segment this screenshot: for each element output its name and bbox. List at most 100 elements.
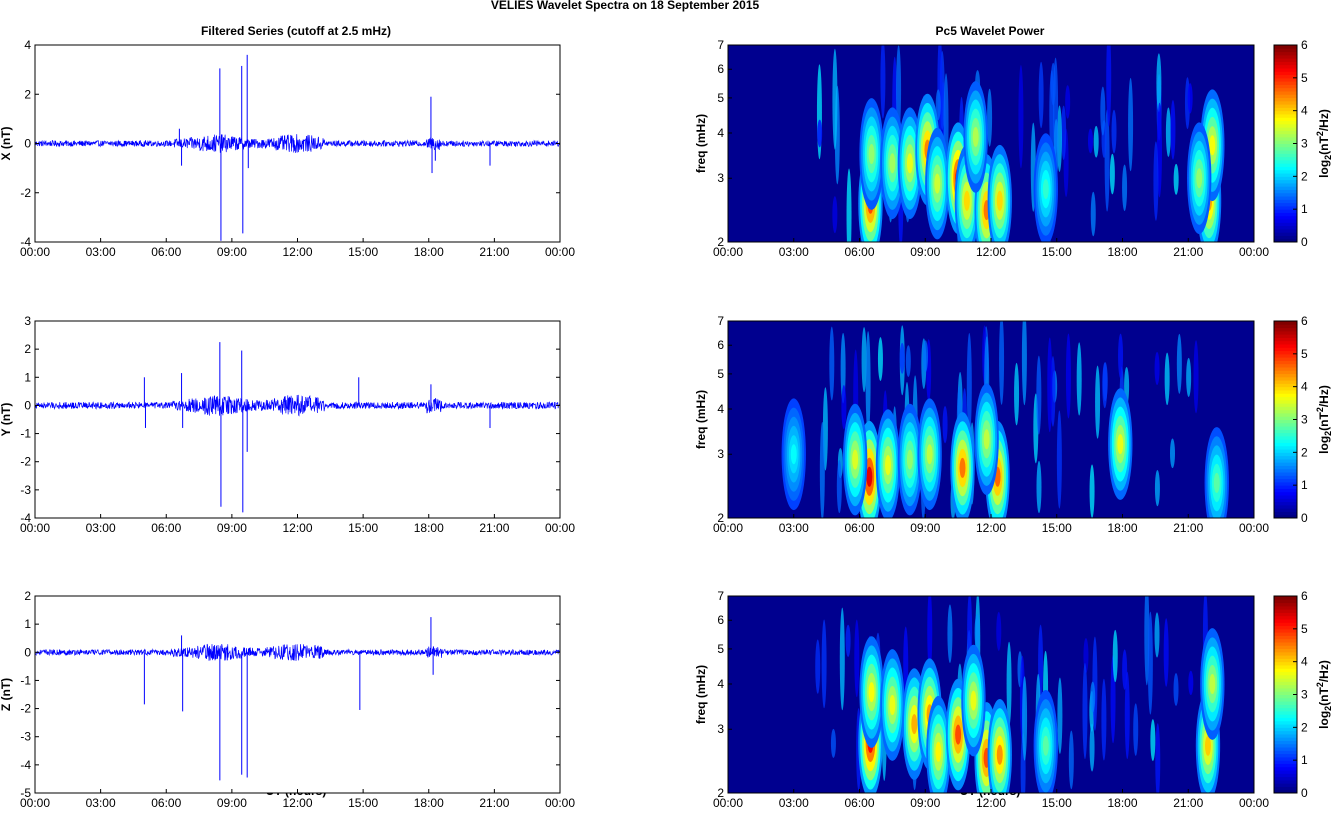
power-streak (1065, 85, 1071, 119)
colorbar-cell (1274, 337, 1297, 342)
power-streak (1021, 321, 1027, 406)
power-streak (1122, 649, 1128, 690)
colorbar-cell (1274, 596, 1297, 600)
colorbar: 6 5 4 3 2 1 0 log2(nT2/Hz) (1273, 38, 1333, 249)
colorbar-cell (1274, 445, 1297, 450)
ytick-label: -3 (20, 483, 31, 497)
colorbar-label: log2(nT2/Hz) (1315, 660, 1333, 729)
colorbar-cell (1274, 724, 1297, 728)
series-xtick-label: 06:00 (151, 796, 181, 810)
colorbar-cell (1274, 743, 1297, 748)
power-blob (868, 143, 875, 164)
spectrogram-cells (781, 321, 1229, 518)
colorbar-tick-label: 6 (1301, 589, 1308, 603)
power-streak (819, 421, 825, 518)
colorbar-cell (1274, 173, 1297, 177)
power-streak (1065, 333, 1071, 419)
colorbar-cell (1274, 671, 1297, 676)
ytick-label: 6 (717, 62, 724, 76)
colorbar-cell (1274, 127, 1297, 131)
power-streak (815, 639, 821, 694)
power-streak (1153, 141, 1159, 221)
colorbar-cell (1274, 641, 1297, 646)
colorbar-cell (1274, 511, 1297, 516)
colorbar-cell (1274, 501, 1297, 506)
colorbar-cell (1274, 432, 1297, 437)
power-streak (1154, 612, 1160, 658)
power-blob (1042, 179, 1049, 200)
ytick-label: 4 (24, 38, 31, 52)
power-blob (889, 694, 896, 715)
colorbar-cell (1274, 350, 1297, 355)
colorbar-cell (1274, 727, 1297, 732)
signal-trace (34, 394, 561, 417)
colorbar-cell (1274, 720, 1297, 725)
spectrogram-xtick-label: 09:00 (910, 245, 940, 259)
colorbar-cell (1274, 638, 1297, 643)
series-xtick-label: 00:00 (20, 521, 50, 535)
spectrogram-xtick-label: 00:00 (713, 521, 743, 535)
colorbar-cell (1274, 406, 1297, 411)
series-xtick-label: 09:00 (217, 521, 247, 535)
power-streak (996, 611, 1002, 651)
colorbar-cell (1274, 136, 1297, 141)
colorbar-cell (1274, 481, 1297, 486)
colorbar-cell (1274, 684, 1297, 689)
colorbar-cell (1274, 123, 1297, 128)
power-blob (866, 466, 873, 487)
colorbar-cell (1274, 334, 1297, 338)
spectrogram-xtick-label: 21:00 (1173, 521, 1203, 535)
power-streak (821, 619, 827, 709)
colorbar-tick-label: 5 (1301, 622, 1308, 636)
power-streak (927, 596, 933, 673)
colorbar-cell (1274, 357, 1297, 361)
series-xtick-label: 03:00 (86, 245, 116, 259)
colorbar-cell (1274, 717, 1297, 722)
series-xtick-label: 12:00 (282, 796, 312, 810)
colorbar-cell (1274, 130, 1297, 135)
power-blob (1209, 674, 1216, 695)
colorbar-cell (1274, 668, 1297, 673)
colorbar-cell (1274, 120, 1297, 125)
colorbar-cell (1274, 74, 1297, 79)
colorbar-cell (1274, 403, 1297, 407)
colorbar-cell (1274, 324, 1297, 329)
power-streak (865, 331, 871, 434)
colorbar-cell (1274, 225, 1297, 230)
colorbar-cell (1274, 327, 1297, 332)
colorbar-cell (1274, 435, 1297, 440)
power-streak (829, 326, 835, 401)
colorbar-cell (1274, 71, 1297, 76)
colorbar-tick-label: 6 (1301, 314, 1308, 328)
power-streak (974, 613, 980, 651)
colorbar-cell (1274, 773, 1297, 778)
power-streak (1186, 357, 1192, 397)
ytick-label: 2 (717, 786, 724, 800)
spectrogram-xtick-label: 06:00 (844, 245, 874, 259)
colorbar-cell (1274, 485, 1297, 489)
colorbar-cell (1274, 150, 1297, 154)
colorbar-tick-label: 5 (1301, 71, 1308, 85)
power-blob (1196, 168, 1203, 189)
power-blob (911, 714, 918, 735)
colorbar-cell (1274, 205, 1297, 210)
series-xtick-label: 09:00 (217, 796, 247, 810)
power-streak (1170, 100, 1176, 160)
power-blob (972, 126, 979, 147)
colorbar-tick-label: 6 (1301, 38, 1308, 52)
colorbar-cell (1274, 389, 1297, 394)
spectrogram-xtick-label: 18:00 (1107, 245, 1137, 259)
colorbar-cell (1274, 412, 1297, 417)
y-axis-label: freq (mHz) (694, 665, 708, 724)
colorbar-cell (1274, 488, 1297, 493)
colorbar: 6 5 4 3 2 1 0 log2(nT2/Hz) (1273, 589, 1333, 800)
power-streak (1106, 45, 1112, 127)
colorbar-cell (1274, 442, 1297, 447)
power-streak (1093, 125, 1099, 158)
ytick-label: 0 (24, 398, 31, 412)
colorbar-cell (1274, 143, 1297, 148)
colorbar-cell (1274, 67, 1297, 72)
ytick-label: 7 (717, 589, 724, 603)
power-streak (1187, 83, 1193, 114)
